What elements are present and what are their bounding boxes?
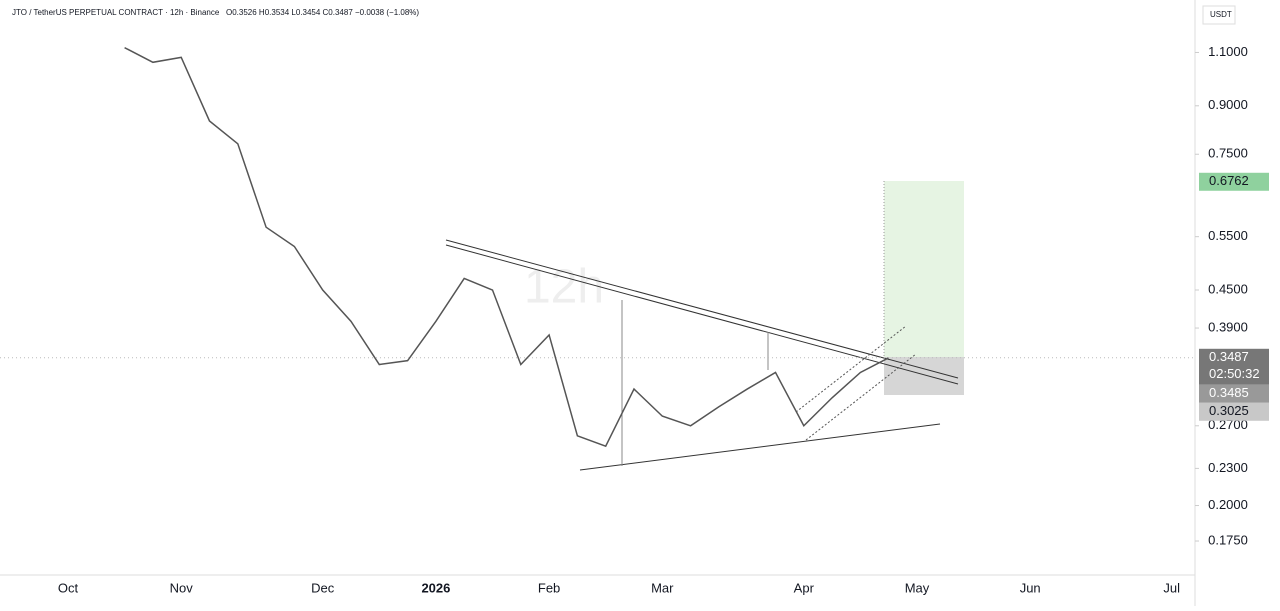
currency-box (1202, 5, 1236, 25)
y-tick-label: 0.2300 (1208, 460, 1248, 475)
x-tick-label: Mar (651, 580, 674, 595)
x-tick-label: Jun (1020, 580, 1041, 595)
price-label: 0.6762 (1209, 173, 1249, 188)
x-tick-label: Dec (311, 580, 335, 595)
x-tick-label: Jul (1163, 580, 1180, 595)
price-label-box (1199, 384, 1269, 403)
x-tick-label: Feb (538, 580, 560, 595)
trendline (445, 239, 959, 379)
x-tick-label: 2026 (421, 580, 450, 595)
y-tick-label: 0.1750 (1208, 532, 1248, 547)
x-tick-label: Apr (794, 580, 815, 595)
countdown: 02:50:32 (1209, 366, 1260, 381)
y-tick-label: 0.3900 (1208, 319, 1248, 334)
price-label-box (1199, 402, 1269, 421)
trendline (445, 244, 959, 385)
price-label-box (1199, 348, 1269, 385)
y-tick-label: 0.7500 (1208, 146, 1248, 161)
price-label: 0.3025 (1209, 403, 1249, 418)
x-tick-label: Oct (58, 580, 79, 595)
currency: USDT (1210, 10, 1232, 19)
price-label: 0.3485 (1209, 385, 1249, 400)
ohlc: O0.3526 H0.3534 L0.3454 C0.3487 −0.0038 … (226, 8, 419, 17)
x-tick-label: May (905, 580, 930, 595)
y-tick-label: 0.4500 (1208, 281, 1248, 296)
y-tick-label: 1.1000 (1208, 44, 1248, 59)
price-line (124, 46, 890, 448)
x-tick-label: Nov (170, 580, 194, 595)
price-label-box (1199, 172, 1269, 191)
symbol-title: JTO / TetherUS PERPETUAL CONTRACT · 12h … (12, 8, 220, 17)
y-tick-label: 0.5500 (1208, 228, 1248, 243)
channel-line (795, 325, 907, 413)
y-tick-label: 0.2000 (1208, 497, 1248, 512)
y-tick-label: 0.9000 (1208, 97, 1248, 112)
y-tick-label: 0.2700 (1208, 417, 1248, 432)
price-label: 0.3487 (1209, 349, 1249, 364)
target-zone (884, 181, 964, 357)
support-line (579, 423, 941, 471)
watermark: 12h (524, 261, 604, 314)
channel-line (805, 353, 917, 441)
